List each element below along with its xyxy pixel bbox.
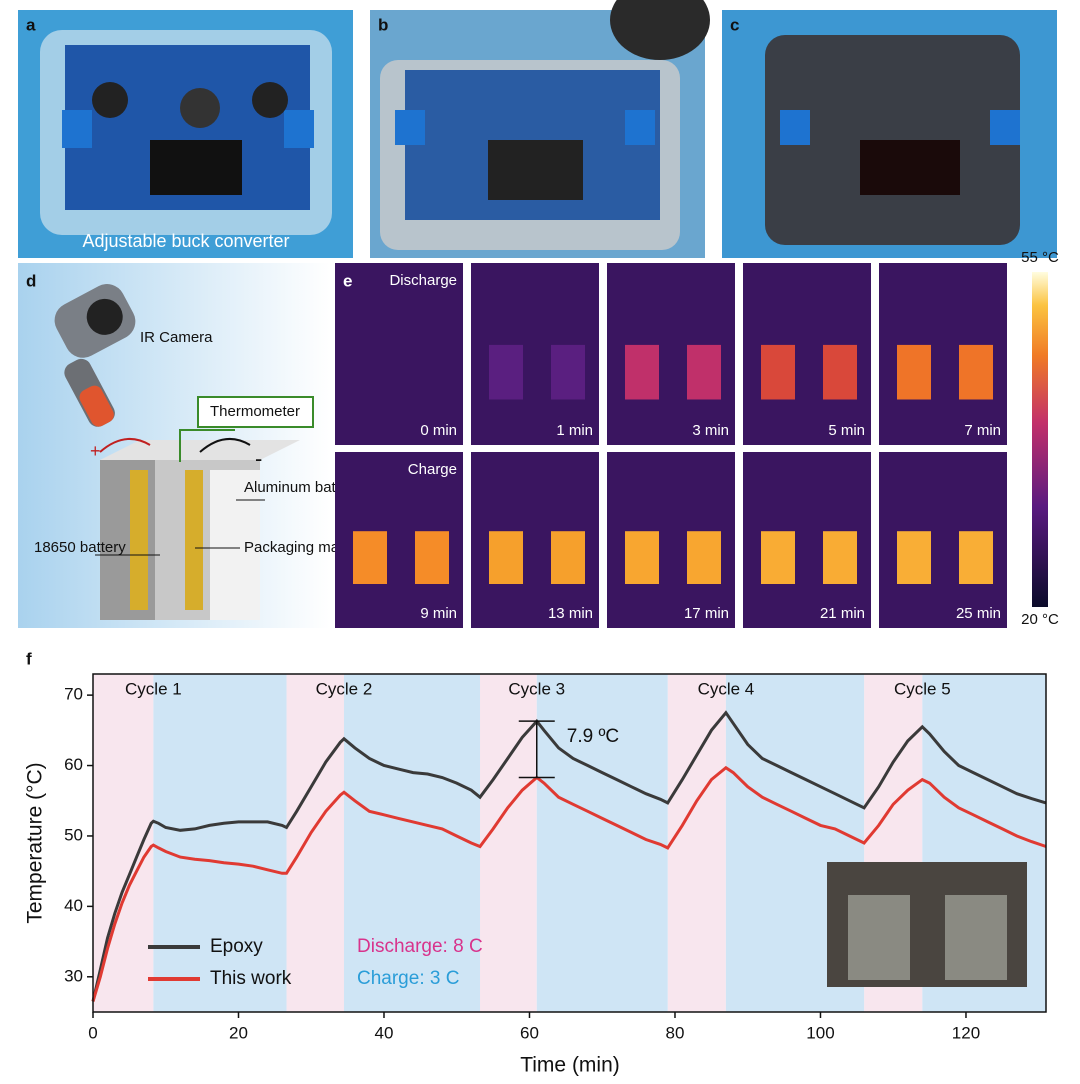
panel-label: a <box>26 15 36 34</box>
x-tick-label: 20 <box>229 1023 248 1042</box>
hot-box <box>761 531 795 584</box>
photo-b <box>370 0 710 258</box>
charge-span <box>153 674 287 1012</box>
hot-box <box>625 344 659 400</box>
charge-span <box>343 674 481 1012</box>
thermal-image <box>335 263 463 445</box>
series-line <box>91 710 1047 1002</box>
x-tick-label: 100 <box>806 1023 834 1042</box>
hot-box <box>897 531 931 584</box>
schematic-label: - <box>255 446 262 471</box>
panel-label: b <box>378 15 388 34</box>
y-tick-label: 70 <box>64 685 83 704</box>
colorbar <box>1032 272 1048 607</box>
cycle-label: Cycle 3 <box>508 679 565 698</box>
chart: Cycle 1 Cycle 2 Cycle 3 Cycle 4 Cycle 5 Epoxy… <box>64 673 1047 1042</box>
hot-box <box>761 344 795 400</box>
time-label: 13 min <box>548 605 593 622</box>
hot-box <box>687 531 721 584</box>
cycle-label: Cycle 2 <box>316 679 373 698</box>
colorbar-label: 20 °C <box>1021 611 1059 628</box>
schematic-label: IR Camera <box>140 329 213 346</box>
charge-span <box>536 674 668 1012</box>
hot-box <box>551 531 585 584</box>
photo-a <box>18 10 353 258</box>
time-label: 7 min <box>964 422 1001 439</box>
y-tick-label: 30 <box>64 966 83 985</box>
x-tick-label: 120 <box>952 1023 980 1042</box>
panel-label: d <box>26 271 36 290</box>
cycle-label: Cycle 1 <box>125 679 182 698</box>
y-tick-label: 40 <box>64 896 83 915</box>
time-label: 5 min <box>828 422 865 439</box>
panel-label: e <box>343 271 352 290</box>
hot-box <box>959 531 993 584</box>
row-label: Charge <box>408 461 457 478</box>
hot-box <box>625 531 659 584</box>
charge-note: Charge: 3 C <box>357 968 459 989</box>
cycle-label: Cycle 5 <box>894 679 951 698</box>
schematic <box>18 263 330 628</box>
y-tick-label: 60 <box>64 755 83 774</box>
inset-box <box>945 895 1007 980</box>
legend-label: Epoxy <box>210 936 263 957</box>
hot-box <box>489 531 523 584</box>
time-label: 3 min <box>692 422 729 439</box>
row-label: Discharge <box>389 272 457 289</box>
x-tick-label: 80 <box>666 1023 685 1042</box>
time-label: 17 min <box>684 605 729 622</box>
hot-box <box>551 344 585 400</box>
plot-frame <box>92 673 1047 1013</box>
legend-label: This work <box>210 968 292 989</box>
x-tick-label: 40 <box>375 1023 394 1042</box>
time-label: 21 min <box>820 605 865 622</box>
schematic-label: Thermometer <box>210 403 300 420</box>
y-axis-label: Temperature (°C) <box>24 762 47 923</box>
x-tick-label: 60 <box>520 1023 539 1042</box>
panel-label: f <box>26 649 32 668</box>
annotation-label: 7.9 ºC <box>567 726 619 747</box>
hot-box <box>415 531 449 584</box>
x-axis-label: Time (min) <box>520 1054 620 1077</box>
hot-box <box>687 344 721 400</box>
hot-box <box>823 531 857 584</box>
schematic-label: 18650 battery <box>34 539 126 556</box>
photo-c <box>722 10 1057 258</box>
discharge-span <box>480 674 537 1012</box>
inset-box <box>848 895 910 980</box>
hot-box <box>823 344 857 400</box>
colorbar-label: 55 °C <box>1021 249 1059 266</box>
panel-label: c <box>730 15 739 34</box>
time-label: 1 min <box>556 422 593 439</box>
cycle-label: Cycle 4 <box>698 679 755 698</box>
thermal-grid: 0 min 1 min 3 min 5 min 7 min Discharge 9 min 1… <box>335 263 1007 628</box>
hot-box <box>353 531 387 584</box>
time-label: 25 min <box>956 605 1001 622</box>
x-tick-label: 0 <box>88 1023 97 1042</box>
discharge-span <box>286 674 344 1012</box>
photo-caption: Adjustable buck converter <box>82 231 289 251</box>
hot-box <box>897 344 931 400</box>
time-label: 9 min <box>420 605 457 622</box>
schematic-label: + <box>90 441 101 461</box>
discharge-note: Discharge: 8 C <box>357 936 483 957</box>
hot-box <box>489 344 523 400</box>
hot-box <box>959 344 993 400</box>
series-line <box>91 765 1047 1002</box>
discharge-span <box>667 674 726 1012</box>
time-label: 0 min <box>420 422 457 439</box>
y-tick-label: 50 <box>64 825 83 844</box>
